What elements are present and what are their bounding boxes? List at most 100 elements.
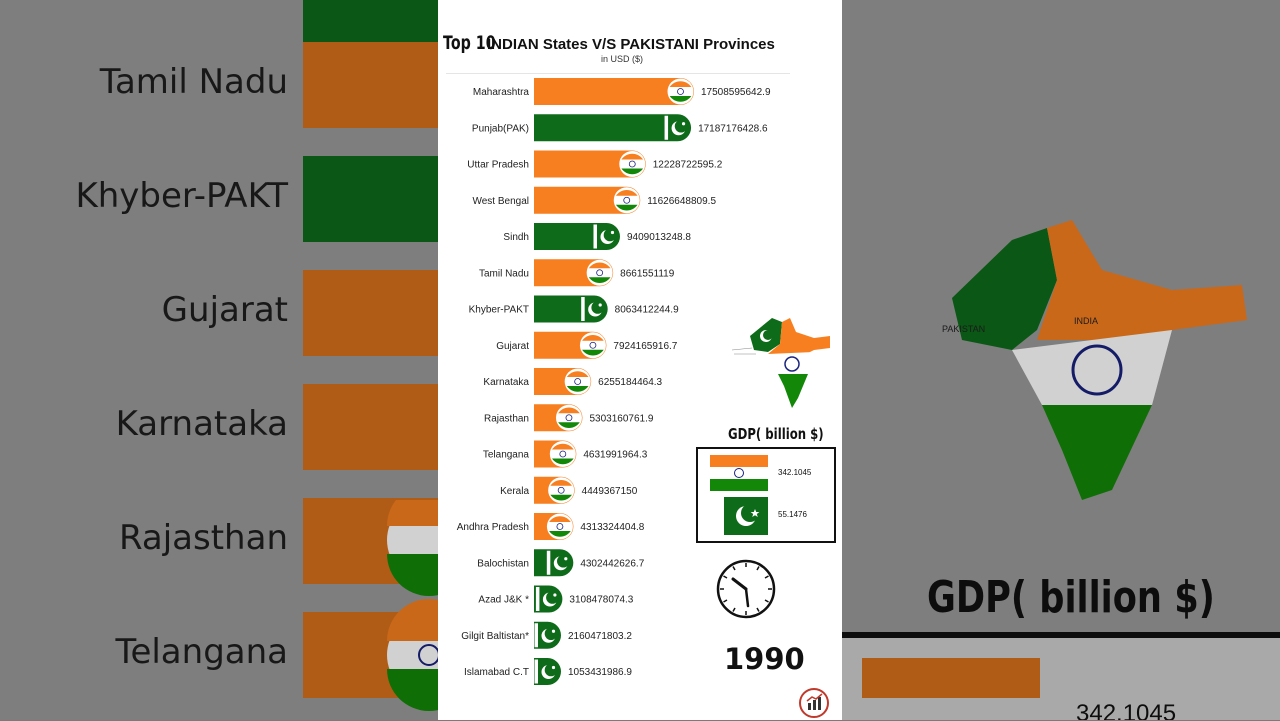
bar [534, 114, 692, 142]
india-flag-icon [549, 441, 576, 467]
bg-bar [303, 270, 438, 356]
value-label: 11626648809.5 [647, 196, 716, 207]
bar-group [534, 476, 575, 504]
category-label: Balochistan [477, 558, 529, 569]
value-label: 17508595642.9 [701, 87, 771, 98]
value-label: 1053431986.9 [568, 667, 632, 678]
bar-group [534, 549, 574, 577]
value-label: 2160471803.2 [568, 631, 632, 642]
value-label: 4449367150 [582, 486, 638, 497]
pakistan-flag-icon [664, 114, 691, 141]
india-flag-icon [555, 404, 582, 431]
india-flag-icon [586, 259, 613, 286]
title-divider [446, 73, 790, 74]
category-label: Andhra Pradesh [457, 522, 529, 533]
value-label: 3108478074.3 [569, 595, 633, 606]
bg-label: Khyber-PAKT [75, 176, 288, 216]
bg-label: Tamil Nadu [99, 62, 288, 102]
bar-group [534, 368, 592, 395]
bar-group [534, 585, 563, 613]
background-right: PAKISTAN INDIA GDP( billion $) 342.1045 [842, 0, 1280, 720]
india-flag-icon [548, 477, 575, 504]
value-label: 7924165916.7 [613, 341, 677, 352]
category-label: Khyber-PAKT [469, 305, 529, 316]
bg-label: Karnataka [115, 404, 288, 444]
bar-group [534, 440, 577, 468]
india-flag [710, 455, 768, 491]
gdp-title: GDP( billion $) [728, 425, 824, 443]
value-label: 6255184464.3 [598, 377, 662, 388]
background-left: Tamil Nadu Khyber-PAKT Gujarat Karnataka… [0, 0, 438, 720]
bar-group [534, 658, 561, 685]
value-label: 4631991964.3 [583, 450, 647, 461]
bar-chart: Maharashtra 17508595642.9 Punjab(PAK) 17187… [457, 78, 771, 685]
category-label: West Bengal [472, 196, 529, 207]
bg-india-flag-circle [387, 500, 438, 711]
category-label: Karnataka [483, 377, 529, 388]
chart-panel: Top 10INDIAN States V/S PAKISTANI Provin… [438, 0, 842, 720]
category-label: Tamil Nadu [479, 268, 529, 279]
pakistan-flag-icon [534, 622, 561, 649]
bg-gdp-value: 342.1045 [1076, 700, 1177, 720]
bar [534, 78, 694, 105]
pakistan-flag-icon [535, 586, 562, 612]
bar-group [534, 331, 607, 359]
india-flag-icon [613, 187, 640, 214]
india-flag-icon [564, 368, 591, 395]
bg-label: Rajasthan [119, 518, 288, 558]
chart-title: Top 10INDIAN States V/S PAKISTANI Provin… [443, 32, 775, 54]
bar-group [534, 186, 641, 214]
title-text: INDIAN States V/S PAKISTANI Provinces [487, 36, 775, 53]
bg-bar [303, 42, 438, 128]
bg-map-label: PAKISTAN [942, 324, 985, 334]
bg-label: Gujarat [161, 290, 288, 330]
category-label: Azad J&K * [478, 595, 529, 606]
category-label: Kerala [500, 486, 529, 497]
india-flag-icon [667, 78, 694, 105]
bar-group [534, 513, 574, 540]
bg-bar [303, 384, 438, 470]
bg-label: Telangana [115, 632, 288, 672]
bg-bar [303, 0, 438, 46]
category-label: Gilgit Baltistan* [461, 631, 529, 642]
bg-gdp-title: GDP( billion $) [927, 572, 1215, 623]
value-label: 4302442626.7 [580, 558, 644, 569]
bar-group [534, 223, 620, 250]
channel-logo [799, 688, 829, 718]
value-label: 17187176428.6 [698, 123, 768, 134]
clock-icon [716, 559, 776, 619]
category-label: Uttar Pradesh [467, 160, 529, 171]
pakistan-flag-icon [581, 296, 608, 322]
category-label: Gujarat [496, 341, 529, 352]
bar-group [534, 78, 694, 105]
value-label: 8063412244.9 [615, 305, 679, 316]
category-label: Telangana [483, 450, 530, 461]
category-label: Islamabad C.T [464, 667, 529, 678]
category-label: Rajasthan [484, 413, 529, 424]
pakistan-flag [724, 497, 768, 535]
bar-group [534, 259, 614, 287]
value-label: 8661551119 [620, 268, 675, 279]
value-label: 9409013248.8 [627, 232, 691, 243]
bg-gdp-flag [862, 658, 1040, 698]
value-label: 4313324404.8 [580, 522, 644, 533]
gdp-box: 342.1045 55.1476 [696, 447, 836, 543]
chart-subtitle: in USD ($) [601, 54, 644, 64]
india-gdp-value: 342.1045 [778, 468, 812, 477]
year-label: 1990 [724, 642, 805, 676]
bar [534, 186, 641, 214]
bar-group [534, 404, 583, 432]
value-label: 12228722595.2 [653, 160, 723, 171]
pakistan-flag-icon [534, 658, 561, 685]
india-map [731, 318, 830, 408]
india-flag-icon [579, 332, 606, 359]
bg-bar [303, 156, 438, 242]
chart-logo-icon [806, 693, 823, 710]
category-label: Punjab(PAK) [472, 123, 529, 134]
bg-map: PAKISTAN INDIA [942, 220, 1247, 500]
category-label: Maharashtra [473, 87, 530, 98]
value-label: 5303160761.9 [589, 413, 653, 424]
pakistan-flag-icon [593, 223, 620, 250]
pakistan-gdp-value: 55.1476 [778, 510, 807, 519]
category-label: Sindh [503, 232, 529, 243]
